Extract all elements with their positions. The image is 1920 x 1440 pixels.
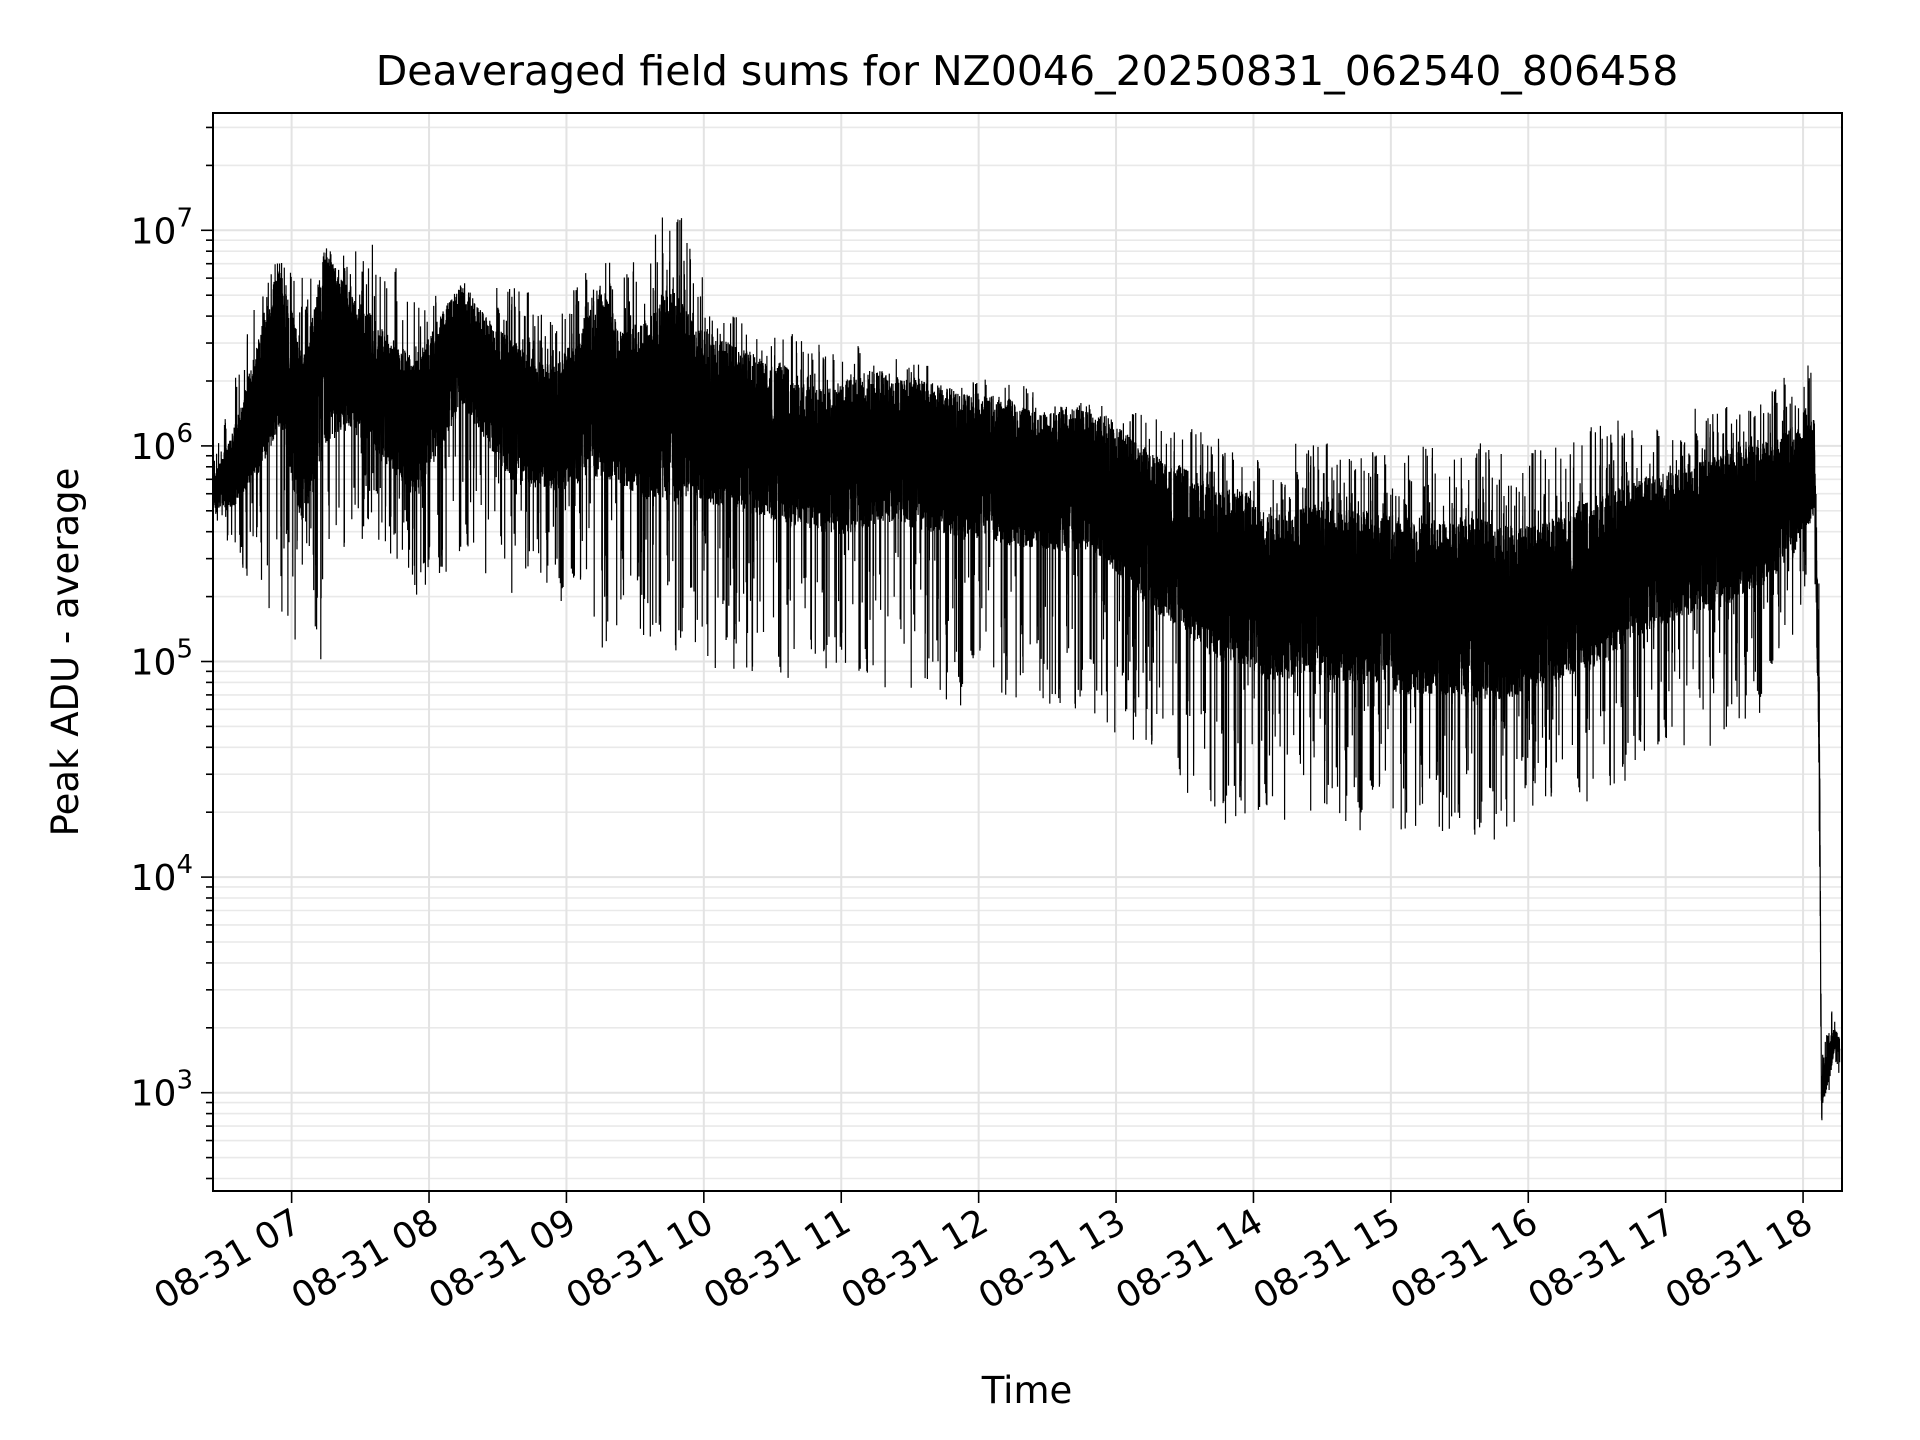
- y-axis-label: Peak ADU - average: [44, 468, 87, 837]
- series-path: [212, 217, 1841, 1121]
- y-tick-label: 106: [131, 419, 193, 468]
- y-tick-label: 103: [131, 1066, 193, 1115]
- x-tick-label: 08-31 18: [1659, 1201, 1820, 1317]
- x-tick-label: 08-31 12: [834, 1201, 995, 1317]
- x-tick-label: 08-31 11: [697, 1201, 858, 1317]
- x-axis-label: Time: [981, 1369, 1073, 1412]
- y-tick-label: 107: [131, 203, 193, 252]
- chart-title: Deaveraged field sums for NZ0046_2025083…: [376, 47, 1679, 95]
- x-tick-label: 08-31 10: [560, 1201, 721, 1317]
- x-tick-label: 08-31 07: [147, 1201, 308, 1317]
- plot-frame: [212, 112, 1843, 1192]
- x-tick-label: 08-31 15: [1247, 1201, 1408, 1317]
- x-tick-label: 08-31 13: [972, 1201, 1133, 1317]
- x-tick-label: 08-31 09: [422, 1201, 583, 1317]
- x-tick-label: 08-31 08: [285, 1201, 446, 1317]
- y-tick-label: 105: [131, 635, 193, 684]
- x-tick-label: 08-31 17: [1521, 1201, 1682, 1317]
- x-tick-label: 08-31 16: [1384, 1201, 1545, 1317]
- y-tick-label: 104: [131, 850, 193, 899]
- x-tick-label: 08-31 14: [1109, 1201, 1270, 1317]
- series-line: [212, 217, 1841, 1121]
